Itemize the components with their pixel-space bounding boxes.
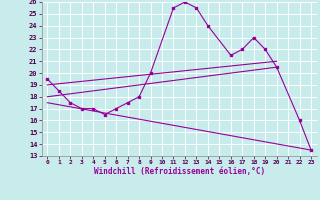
X-axis label: Windchill (Refroidissement éolien,°C): Windchill (Refroidissement éolien,°C) — [94, 167, 265, 176]
